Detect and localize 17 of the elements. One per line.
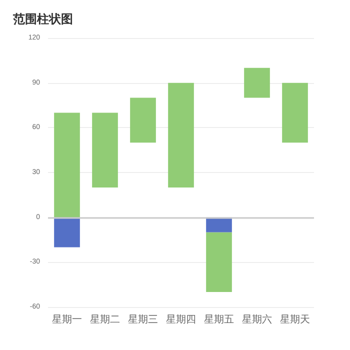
bar — [282, 82, 308, 143]
bar — [206, 232, 232, 292]
bar — [92, 112, 118, 188]
x-tick-label: 星期六 — [242, 314, 272, 326]
bar — [130, 98, 156, 143]
bar — [168, 82, 194, 188]
bar — [244, 68, 270, 98]
bar — [206, 217, 232, 232]
x-tick-label: 星期一 — [52, 314, 82, 326]
x-tick-label: 星期二 — [90, 314, 120, 326]
chart-title: 范围柱状图 — [12, 12, 73, 26]
x-tick-label: 星期天 — [280, 314, 310, 326]
bar — [54, 217, 80, 248]
x-tick-label: 星期三 — [128, 314, 158, 326]
x-tick-label: 星期四 — [166, 314, 196, 326]
x-tick-label: 星期五 — [204, 314, 234, 326]
bar — [54, 112, 80, 218]
